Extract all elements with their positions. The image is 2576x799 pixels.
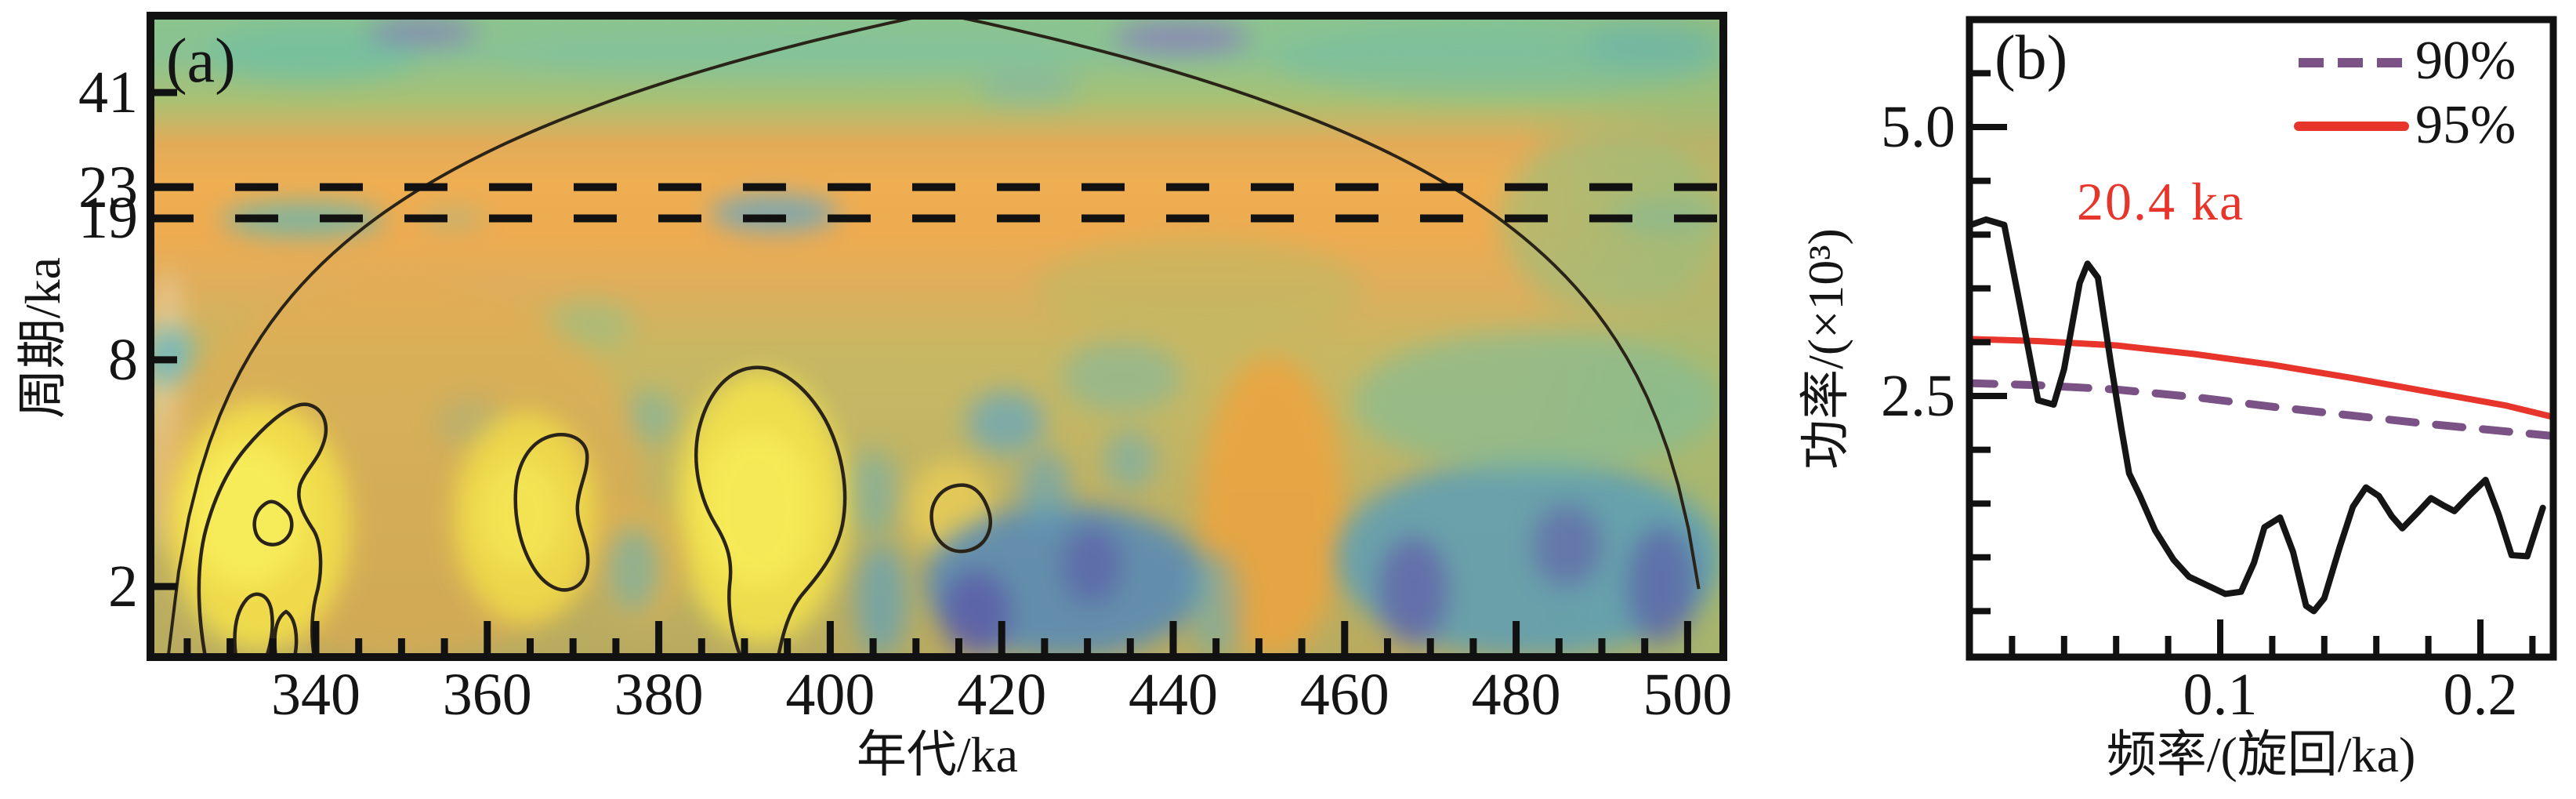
xtick-b-0.2: 0.2 bbox=[2443, 662, 2518, 728]
legend-label-95: 95% bbox=[2415, 95, 2516, 155]
ytick-a-2: 2 bbox=[108, 554, 138, 620]
panel-b-xaxis-title: 频率/(旋回/ka) bbox=[2106, 727, 2416, 783]
xtick-a-360: 360 bbox=[442, 662, 532, 728]
xtick-b-0.1: 0.1 bbox=[2183, 662, 2258, 728]
wavelet-power-blob bbox=[1379, 537, 1448, 645]
wavelet-power-blob bbox=[418, 209, 487, 227]
series-power bbox=[1969, 216, 2546, 615]
wavelet-power-blob bbox=[1533, 504, 1602, 587]
wavelet-power-blob bbox=[967, 391, 1045, 454]
wavelet-power-blob bbox=[976, 70, 1079, 105]
xtick-a-460: 460 bbox=[1299, 662, 1389, 728]
ytick-b-5.0: 5.0 bbox=[1881, 94, 1955, 160]
peak-period-annotation: 20.4 ka bbox=[2077, 172, 2245, 231]
xtick-a-380: 380 bbox=[614, 662, 704, 728]
legend-label-90: 90% bbox=[2415, 31, 2516, 91]
xtick-a-420: 420 bbox=[957, 662, 1047, 728]
panel-a-ticks bbox=[150, 89, 1691, 657]
ytick-a-23: 23 bbox=[78, 154, 138, 220]
wavelet-power-blob bbox=[478, 457, 565, 572]
wavelet-power-blob bbox=[701, 430, 813, 587]
panel-b-border bbox=[1966, 16, 2557, 661]
wavelet-power-blob bbox=[1353, 332, 1723, 474]
wavelet-power-blob bbox=[1061, 525, 1122, 605]
xtick-a-440: 440 bbox=[1129, 662, 1218, 728]
wavelet-power-blob bbox=[847, 450, 899, 538]
wavelet-power-blob bbox=[1061, 340, 1182, 412]
series-95% bbox=[1969, 336, 2553, 420]
wavelet-power-blob bbox=[187, 443, 308, 587]
xtick-a-500: 500 bbox=[1643, 662, 1733, 728]
wavelet-power-blob bbox=[504, 30, 1088, 78]
wavelet-power-blob bbox=[1585, 24, 1723, 67]
wavelet-power-blob bbox=[710, 194, 839, 232]
panel-b-yaxis-title: 功率/(×10³) bbox=[1798, 228, 1853, 470]
ytick-a-19: 19 bbox=[78, 185, 138, 252]
panel-a-label: (a) bbox=[166, 27, 236, 96]
panel-b-curves bbox=[1969, 216, 2553, 615]
wavelet-power-blob bbox=[1035, 236, 1362, 341]
wavelet-power-blob bbox=[607, 525, 659, 613]
xtick-a-340: 340 bbox=[271, 662, 360, 728]
panel-a-xaxis-title: 年代/ka bbox=[856, 727, 1019, 783]
significance-contours bbox=[197, 365, 992, 657]
panel-a-border bbox=[147, 12, 1727, 661]
wavelet-heatmap bbox=[150, 16, 1723, 657]
xtick-a-400: 400 bbox=[785, 662, 875, 728]
cone-of-influence bbox=[166, 16, 1701, 656]
xtick-a-480: 480 bbox=[1471, 662, 1561, 728]
panel-b-ticks bbox=[1969, 70, 2536, 657]
ytick-b-2.5: 2.5 bbox=[1881, 363, 1955, 429]
ytick-a-41: 41 bbox=[78, 60, 138, 125]
wavelet-power-blob bbox=[1113, 22, 1251, 54]
series-90% bbox=[1969, 379, 2553, 440]
ytick-a-8: 8 bbox=[108, 326, 138, 393]
panel-b-label: (b) bbox=[1994, 24, 2068, 93]
wavelet-power-blob bbox=[1104, 430, 1157, 491]
wavelet-power-blob bbox=[1019, 450, 1071, 526]
wavelet-power-blob bbox=[856, 543, 908, 657]
wavelet-power-blob bbox=[367, 20, 479, 45]
